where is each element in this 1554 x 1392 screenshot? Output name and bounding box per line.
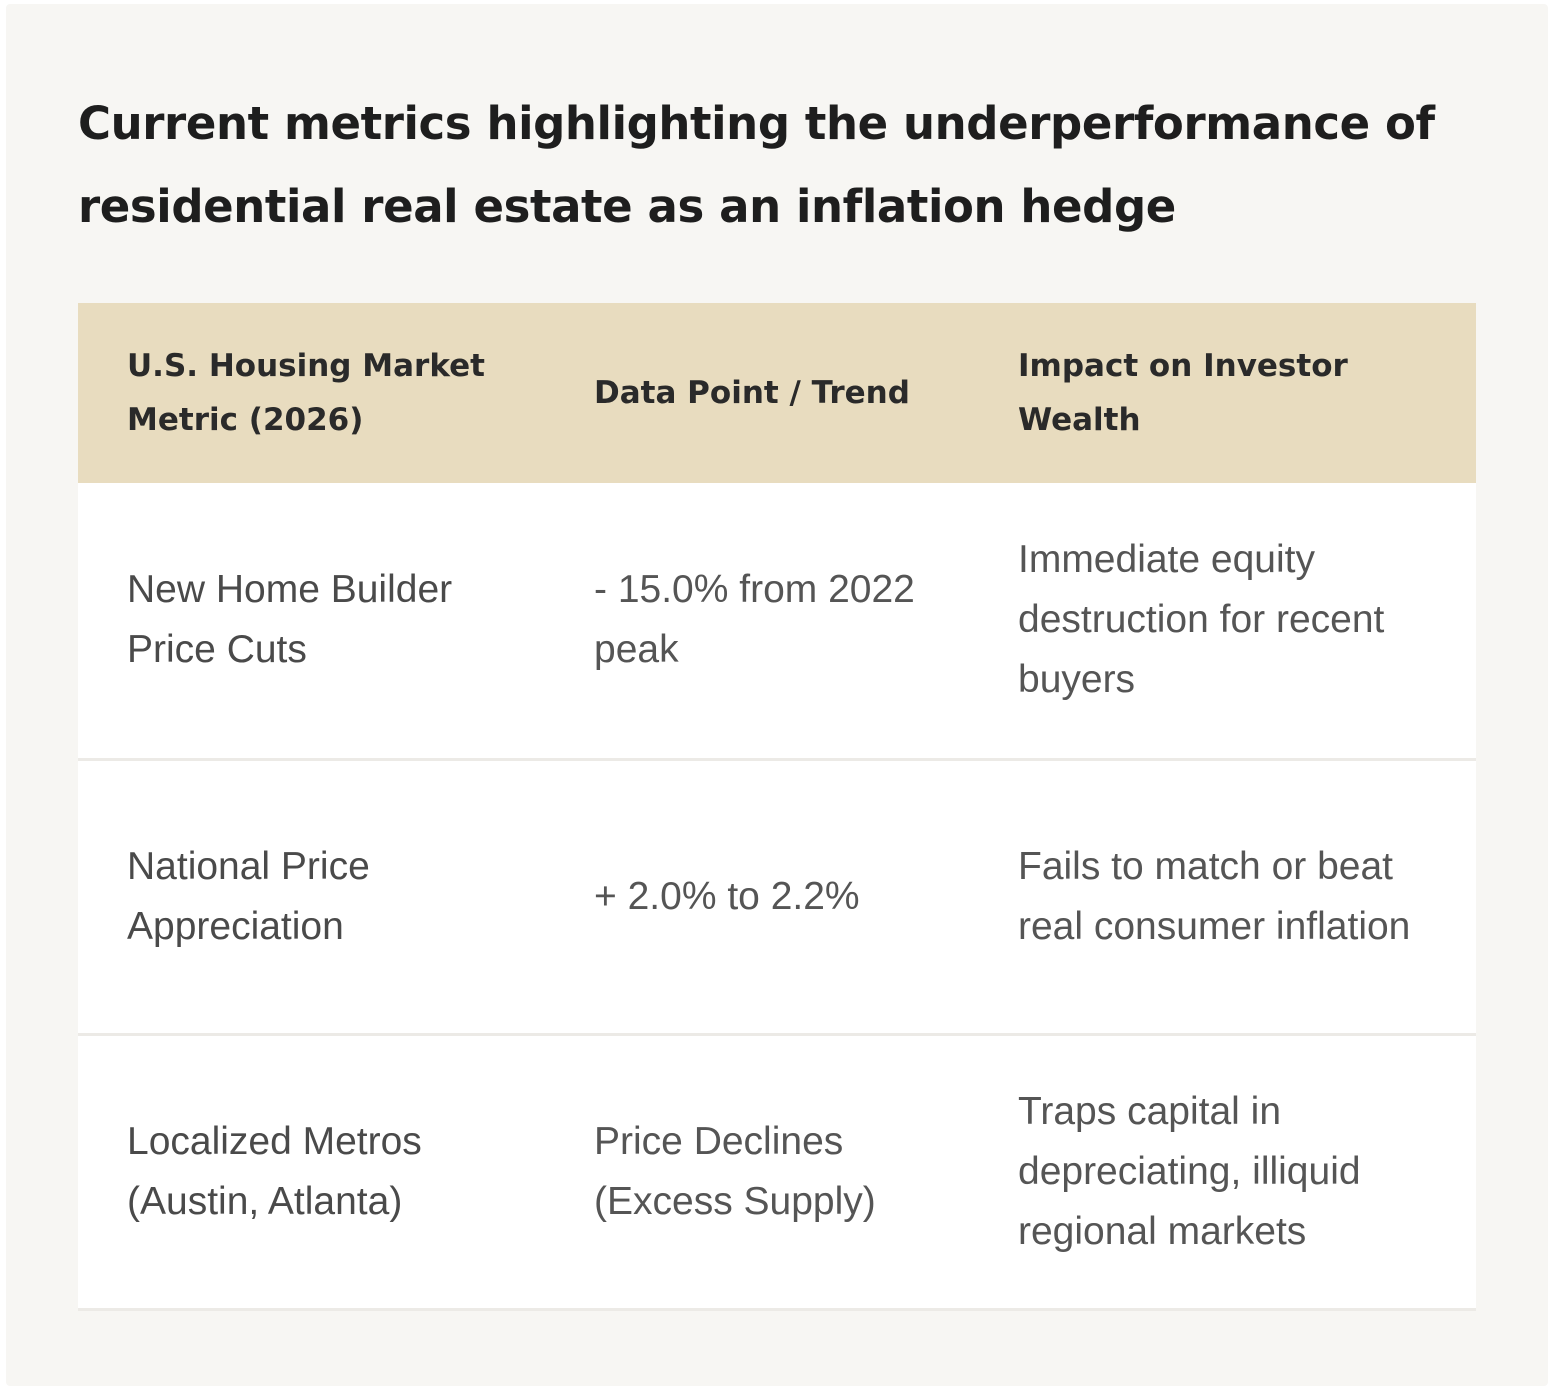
metric-cell: National Price Appreciation <box>127 844 370 948</box>
table-row: National Price Appreciation + 2.0% to 2.… <box>78 759 1476 1034</box>
content-card: Current metrics highlighting the underpe… <box>6 4 1548 1386</box>
metric-cell: New Home Builder Price Cuts <box>127 568 453 672</box>
impact-cell: Fails to match or beat real consumer inf… <box>1018 844 1411 948</box>
value-cell: - 15.0% from 2022 peak <box>594 568 915 672</box>
table-body: New Home Builder Price Cuts - 15.0% from… <box>78 483 1476 1309</box>
metrics-table: U.S. Housing Market Metric (2026) Data P… <box>78 303 1476 1311</box>
value-cell: Price Declines (Excess Supply) <box>594 1119 876 1223</box>
impact-cell: Immediate equity destruction for recent … <box>1018 538 1385 702</box>
table-header: U.S. Housing Market Metric (2026) Data P… <box>78 303 1476 483</box>
column-header-data-point: Data Point / Trend <box>594 375 910 411</box>
metric-cell: Localized Metros (Austin, Atlanta) <box>127 1119 422 1223</box>
table-header-row: U.S. Housing Market Metric (2026) Data P… <box>78 303 1476 483</box>
value-cell: + 2.0% to 2.2% <box>594 874 860 918</box>
table-row: Localized Metros (Austin, Atlanta) Price… <box>78 1034 1476 1309</box>
table-row: New Home Builder Price Cuts - 15.0% from… <box>78 483 1476 759</box>
column-header-impact: Impact on Investor Wealth <box>1018 348 1348 438</box>
column-header-metric: U.S. Housing Market Metric (2026) <box>127 348 485 438</box>
impact-cell: Traps capital in depreciating, illiquid … <box>1018 1089 1361 1253</box>
page-title: Current metrics highlighting the underpe… <box>78 97 1435 233</box>
